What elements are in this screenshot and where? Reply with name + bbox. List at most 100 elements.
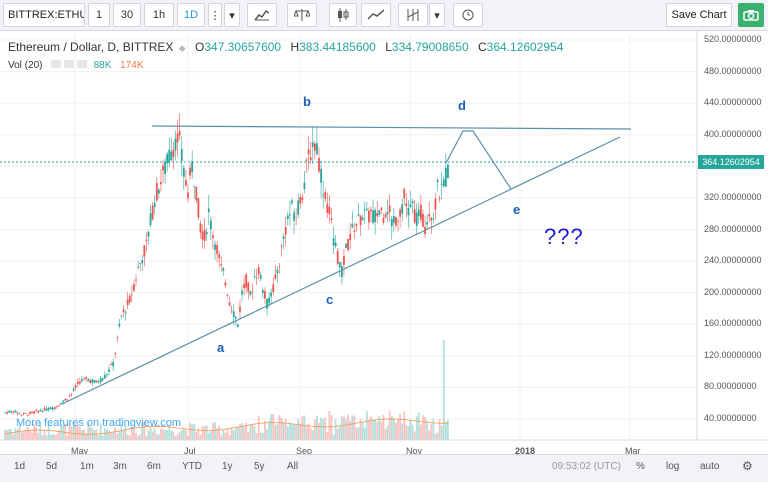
volume-bar (214, 422, 216, 440)
candle-body (388, 205, 391, 213)
price-axis-label: 320.00000000 (704, 191, 762, 202)
candle-body (313, 143, 316, 151)
candle-body (66, 399, 69, 401)
candle-type-icon[interactable] (329, 3, 357, 27)
volume-bar (365, 411, 368, 440)
auto-toggle[interactable]: auto (700, 461, 720, 472)
volume-bar (442, 340, 445, 440)
templates-dropdown-icon[interactable]: ▾ (429, 3, 445, 27)
volume-bar (309, 428, 312, 440)
snapshot-camera-icon[interactable] (738, 3, 764, 27)
candle-body (33, 411, 36, 414)
volume-bar (322, 419, 325, 440)
percent-toggle[interactable]: % (636, 461, 645, 472)
candle-body (409, 204, 412, 208)
range-5d[interactable]: 5d (46, 461, 58, 472)
candle-body (345, 243, 347, 248)
tradingview-watermark[interactable]: More features on tradingview.com (16, 417, 182, 429)
candle-body (149, 213, 152, 226)
eye-icon[interactable] (51, 60, 62, 68)
candle-body (99, 378, 102, 383)
volume-bar (415, 416, 418, 440)
range-1d[interactable]: 1d (14, 461, 26, 472)
save-chart-button[interactable]: Save Chart (666, 3, 732, 27)
candle-body (268, 297, 270, 304)
candle-body (322, 194, 325, 196)
volume-bar (261, 432, 264, 440)
volume-bar (370, 416, 372, 440)
candle-body (430, 217, 433, 221)
time-label-sep: Sep (296, 446, 313, 456)
candle-body (93, 380, 96, 383)
more-intervals-icon[interactable]: ⋮ (208, 3, 222, 27)
candle-body (236, 324, 239, 327)
indicators-icon[interactable] (247, 3, 277, 27)
candle-body (428, 213, 431, 217)
close-icon[interactable] (76, 60, 87, 68)
chart-settings-dropdown-icon[interactable]: ◆ (178, 43, 186, 53)
volume-bar (182, 427, 185, 440)
price-axis-label: 40.00000000 (704, 413, 757, 423)
volume-bar (424, 416, 426, 440)
interval-30[interactable]: 30 (113, 3, 141, 27)
volume-bar (324, 417, 327, 440)
settings-icon[interactable] (64, 60, 75, 68)
candle-body (39, 410, 42, 412)
candle-body (187, 192, 189, 199)
price-axis-label: 200.00000000 (704, 286, 762, 297)
volume-bar (18, 425, 21, 440)
candle-body (170, 151, 173, 161)
volume-legend: Vol (20) 88K 174K (8, 60, 144, 71)
interval-1h[interactable]: 1h (144, 3, 174, 27)
candle-body (20, 414, 23, 416)
candle-body (334, 242, 337, 247)
interval-1[interactable]: 1 (88, 3, 110, 27)
volume-bar (26, 426, 29, 440)
candle-body (164, 161, 167, 174)
alert-icon[interactable] (453, 3, 483, 27)
volume-bar (320, 417, 322, 440)
candle-body (255, 277, 258, 279)
templates-icon[interactable] (398, 3, 428, 27)
candle-body (405, 203, 408, 207)
candle-body (413, 209, 416, 223)
volume-bar (37, 432, 40, 440)
candle-body (87, 379, 90, 382)
candle-body (31, 411, 33, 414)
range-ytd[interactable]: YTD (182, 461, 202, 472)
range-1y[interactable]: 1y (222, 461, 233, 472)
volume-bar (270, 414, 273, 440)
volume-bar (103, 428, 106, 440)
candle-body (395, 217, 397, 226)
candle-body (137, 266, 139, 268)
range-all[interactable]: All (287, 461, 299, 472)
volume-bar (380, 421, 383, 440)
compare-scales-icon[interactable] (287, 3, 317, 27)
volume-bar (47, 423, 50, 440)
range-6m[interactable]: 6m (147, 461, 161, 472)
chart-settings-gear-icon[interactable]: ⚙ (742, 459, 753, 473)
range-5y[interactable]: 5y (254, 461, 265, 472)
volume-bar (230, 428, 233, 440)
range-3m[interactable]: 3m (113, 461, 127, 472)
candle-body (392, 215, 395, 223)
candle-body (103, 375, 106, 379)
volume-bar (133, 429, 135, 440)
volume-bar (259, 432, 262, 440)
candle-body (399, 209, 401, 217)
volume-bar (35, 427, 38, 440)
volume-bar (291, 424, 293, 440)
volume-bar (170, 430, 173, 440)
interval-1d[interactable]: 1D (177, 3, 205, 27)
symbol-search-input[interactable]: BITTREX:ETHU (3, 3, 85, 27)
indicator-line-icon[interactable] (361, 3, 391, 27)
price-chart[interactable] (0, 31, 768, 454)
volume-bar (216, 428, 219, 440)
price-axis-label: 120.00000000 (704, 349, 762, 360)
log-toggle[interactable]: log (666, 461, 680, 472)
candle-body (301, 197, 304, 200)
range-1m[interactable]: 1m (80, 461, 94, 472)
candle-body (147, 231, 150, 237)
volume-value-1: 88K (93, 60, 112, 71)
interval-dropdown-icon[interactable]: ▾ (224, 3, 240, 27)
